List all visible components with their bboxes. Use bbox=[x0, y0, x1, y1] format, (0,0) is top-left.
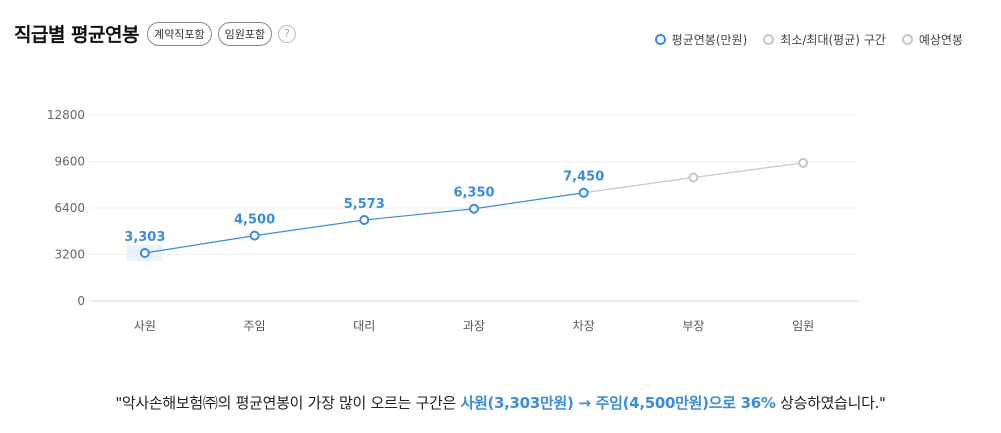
x-tick-label: 대리 bbox=[353, 319, 375, 333]
y-tick-label: 0 bbox=[77, 294, 85, 308]
legend-label-range: 최소/최대(평균) 구간 bbox=[780, 33, 886, 47]
x-tick-label: 부장 bbox=[682, 319, 704, 333]
caption-highlight: 사원(3,303만원) → 주임(4,500만원)으로 36% bbox=[460, 394, 776, 412]
x-tick-label: 사원 bbox=[134, 319, 156, 333]
legend-marker-gray-icon bbox=[901, 34, 913, 45]
x-tick-label: 과장 bbox=[463, 319, 485, 333]
x-tick-label: 주임 bbox=[244, 319, 266, 333]
caption-suffix: 상승하였습니다." bbox=[775, 394, 886, 412]
caption-prefix: "악사손해보험㈜의 평균연봉이 가장 많이 오르는 구간은 bbox=[115, 394, 461, 412]
summary-caption: "악사손해보험㈜의 평균연봉이 가장 많이 오르는 구간은 사원(3,303만원… bbox=[0, 392, 1001, 413]
data-label: 3,303 bbox=[124, 230, 165, 245]
legend-item-expected[interactable]: 예상연봉 bbox=[901, 31, 963, 48]
legend-item-range[interactable]: 최소/최대(평균) 구간 bbox=[763, 31, 886, 48]
legend-label-average: 평균연봉(만원) bbox=[671, 33, 748, 47]
legend-item-average[interactable]: 평균연봉(만원) bbox=[654, 31, 748, 48]
y-tick-label: 6400 bbox=[54, 201, 85, 215]
y-tick-label: 12800 bbox=[47, 108, 85, 122]
y-tick-label: 9600 bbox=[54, 155, 85, 169]
legend-marker-blue-icon bbox=[654, 34, 666, 45]
data-point bbox=[249, 230, 260, 241]
chart-legend: 평균연봉(만원) 최소/최대(평균) 구간 예상연봉 bbox=[654, 31, 963, 48]
x-tick-label: 임원 bbox=[792, 319, 814, 333]
x-tick-label: 차장 bbox=[573, 319, 595, 333]
legend-label-expected: 예상연봉 bbox=[918, 33, 963, 47]
data-point bbox=[798, 157, 809, 168]
y-tick-label: 3200 bbox=[54, 248, 85, 262]
chart-header: 직급별 평균연봉 계약직포함 임원포함 ? bbox=[14, 20, 297, 47]
data-label: 6,350 bbox=[453, 186, 494, 201]
help-icon[interactable]: ? bbox=[278, 24, 297, 43]
data-point bbox=[359, 215, 370, 226]
data-point bbox=[578, 187, 589, 198]
salary-line-chart: 0 3200 6400 9600 12800 사원 주임 대리 과장 차장 부장 임원 3,303 4,5… bbox=[47, 108, 858, 333]
data-point bbox=[688, 172, 699, 183]
legend-marker-gray-icon bbox=[763, 34, 775, 45]
executive-include-chip[interactable]: 임원포함 bbox=[217, 21, 273, 46]
data-point bbox=[469, 203, 479, 214]
data-label: 4,500 bbox=[234, 213, 275, 228]
data-label: 5,573 bbox=[344, 197, 385, 212]
contract-include-chip[interactable]: 계약직포함 bbox=[146, 21, 212, 46]
data-point bbox=[139, 248, 150, 259]
chart-title: 직급별 평균연봉 bbox=[14, 24, 139, 46]
data-label: 7,450 bbox=[563, 170, 604, 185]
